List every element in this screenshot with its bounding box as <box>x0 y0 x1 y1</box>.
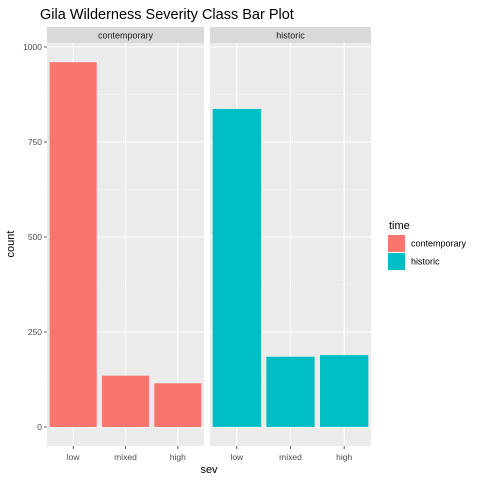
legend-label-historic: historic <box>411 257 440 267</box>
x-axis-historic: low mixed high <box>230 446 352 462</box>
x-tick-label: low <box>67 452 81 462</box>
x-tick-label: high <box>170 452 186 462</box>
bar-historic-mixed <box>266 356 315 427</box>
strip-background <box>47 27 204 43</box>
legend-label-contemporary: contemporary <box>411 239 467 249</box>
bar-contemporary-low <box>49 62 97 427</box>
y-axis-title: count <box>5 231 17 258</box>
x-tick-label: low <box>230 452 244 462</box>
bars <box>212 108 369 427</box>
panel-historic: historic <box>210 27 371 446</box>
x-tick-label: mixed <box>114 452 137 462</box>
chart-title: Gila Wilderness Severity Class Bar Plot <box>40 7 294 23</box>
bar-contemporary-high <box>154 383 202 427</box>
y-tick-label: 750 <box>28 137 42 147</box>
legend: time contemporary historic <box>388 220 467 270</box>
y-tick-label: 500 <box>28 232 42 242</box>
x-tick-label: mixed <box>279 452 302 462</box>
bar-contemporary-mixed <box>101 375 150 427</box>
strip-label-contemporary: contemporary <box>98 31 154 41</box>
strip-label-historic: historic <box>276 31 305 41</box>
bars <box>49 62 202 427</box>
strip-background <box>210 27 371 43</box>
legend-swatch-historic <box>388 253 405 270</box>
x-axis-title: sev <box>200 464 218 476</box>
y-tick-label: 250 <box>28 327 42 337</box>
y-tick-label: 1000 <box>23 42 42 52</box>
legend-title: time <box>389 220 410 232</box>
bar-historic-low <box>212 108 261 427</box>
x-tick-label: high <box>336 452 352 462</box>
legend-swatch-contemporary <box>388 235 405 252</box>
x-axis-contemporary: low mixed high <box>67 446 186 462</box>
bar-historic-high <box>320 355 369 427</box>
y-axis: 0 250 500 750 1000 <box>23 42 47 432</box>
panel-contemporary: contemporary <box>47 27 204 446</box>
y-tick-label: 0 <box>37 422 42 432</box>
